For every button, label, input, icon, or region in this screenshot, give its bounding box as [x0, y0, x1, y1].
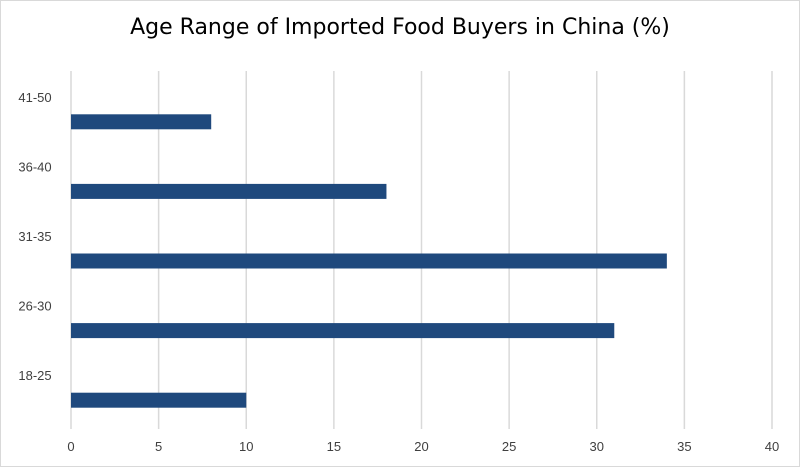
bar	[71, 183, 387, 199]
x-tick-label: 5	[155, 439, 162, 454]
x-tick-label: 35	[677, 439, 691, 454]
bar	[71, 114, 212, 130]
y-tick-label: 31-35	[18, 229, 51, 244]
gridlines	[70, 71, 773, 429]
y-tick-label: 36-40	[18, 159, 51, 174]
y-tick-label: 18-25	[18, 368, 51, 383]
bar	[71, 253, 667, 269]
x-tick-label: 30	[590, 439, 604, 454]
bars	[71, 114, 667, 408]
x-tick-label: 15	[327, 439, 341, 454]
x-tick-label: 40	[765, 439, 779, 454]
bar	[71, 392, 247, 408]
y-tick-label: 41-50	[18, 90, 51, 105]
x-tick-label: 0	[67, 439, 74, 454]
x-tick-label: 20	[414, 439, 428, 454]
x-tick-label: 10	[239, 439, 253, 454]
y-axis-ticks: 18-25 26-30 31-35 36-40 41-50	[18, 90, 51, 383]
x-tick-label: 25	[502, 439, 516, 454]
bar	[71, 323, 615, 339]
chart-title: Age Range of Imported Food Buyers in Chi…	[130, 15, 670, 40]
y-tick-label: 26-30	[18, 299, 51, 314]
x-axis-ticks: 0 5 10 15 20 25 30 35 40	[67, 439, 779, 454]
